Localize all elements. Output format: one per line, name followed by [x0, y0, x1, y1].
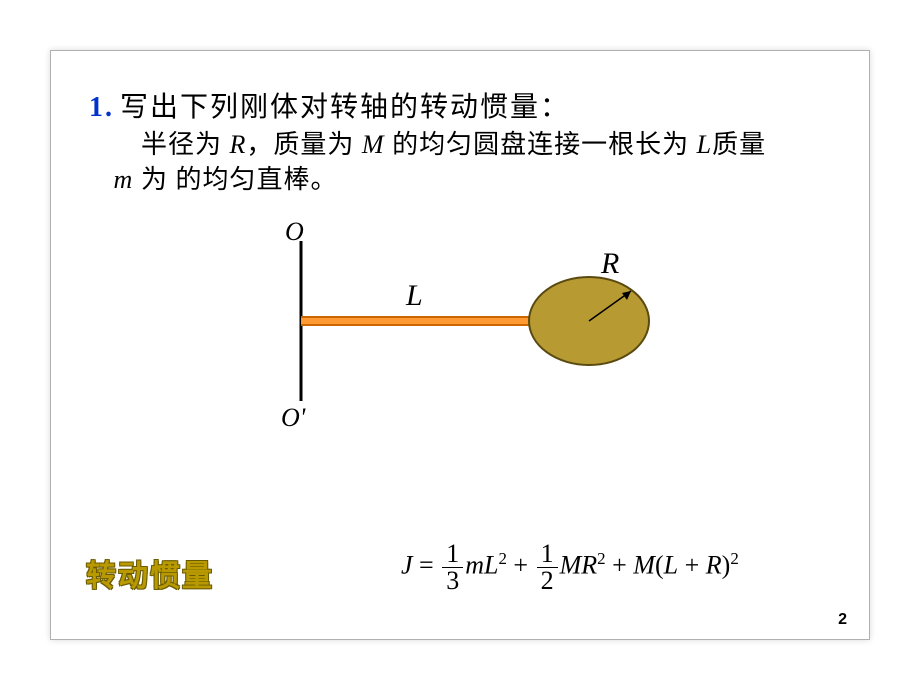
- formula: J = 13mL2 + 12MR2 + M(L + R)2: [401, 541, 739, 594]
- question-line2: 半径为 R，质量为 M 的均匀圆盘连接一根长为 L质量 为 的均匀直棒。m: [141, 127, 881, 197]
- q2p4: 质量: [712, 130, 766, 159]
- label-O: O: [285, 217, 304, 247]
- f-eq: =: [413, 550, 441, 579]
- f2d: 2: [537, 568, 558, 594]
- bottom-label: 转动惯量: [86, 551, 214, 595]
- q2p2: ，质量为: [246, 130, 362, 159]
- f-sq2: 2: [597, 549, 605, 568]
- f2n: 1: [537, 541, 558, 568]
- question-line1: 1.写出下列刚体对转轴的转动惯量：: [89, 85, 570, 125]
- question-number: 1.: [89, 92, 114, 123]
- label-R: R: [601, 247, 619, 281]
- f-R: R: [581, 550, 597, 579]
- frac-1-3: 13: [442, 541, 463, 594]
- f-J: J: [401, 550, 413, 579]
- f-L: L: [484, 550, 498, 579]
- f-sq3: 2: [730, 549, 738, 568]
- var-M: M: [362, 130, 385, 159]
- f-L2: L: [664, 550, 678, 579]
- var-m: m: [114, 165, 134, 194]
- f-p: +: [678, 550, 706, 579]
- f-m: m: [465, 550, 484, 579]
- q2p5: 为 的均匀直棒。: [141, 165, 338, 194]
- f1n: 1: [442, 541, 463, 568]
- label-L: L: [406, 279, 423, 313]
- f-M2: M: [633, 550, 655, 579]
- page-number: 2: [838, 611, 847, 629]
- var-L: L: [697, 130, 712, 159]
- question-line1-text: 写出下列刚体对转轴的转动惯量：: [120, 92, 570, 123]
- label-O-prime: O': [281, 403, 305, 433]
- q2p1: 半径为: [141, 130, 230, 159]
- var-R: R: [230, 130, 247, 159]
- f-sq1: 2: [498, 549, 506, 568]
- f1d: 3: [442, 568, 463, 594]
- slide: 1.写出下列刚体对转轴的转动惯量： 半径为 R，质量为 M 的均匀圆盘连接一根长…: [50, 50, 870, 640]
- frac-1-2: 12: [537, 541, 558, 594]
- f-M: M: [560, 550, 582, 579]
- f-plus2: +: [606, 550, 634, 579]
- f-R2: R: [706, 550, 722, 579]
- f-plus1: +: [507, 550, 535, 579]
- q2p3: 的均匀圆盘连接一根长为: [385, 130, 697, 159]
- diagram: O O' L R: [231, 221, 711, 441]
- f-open: (: [655, 550, 664, 579]
